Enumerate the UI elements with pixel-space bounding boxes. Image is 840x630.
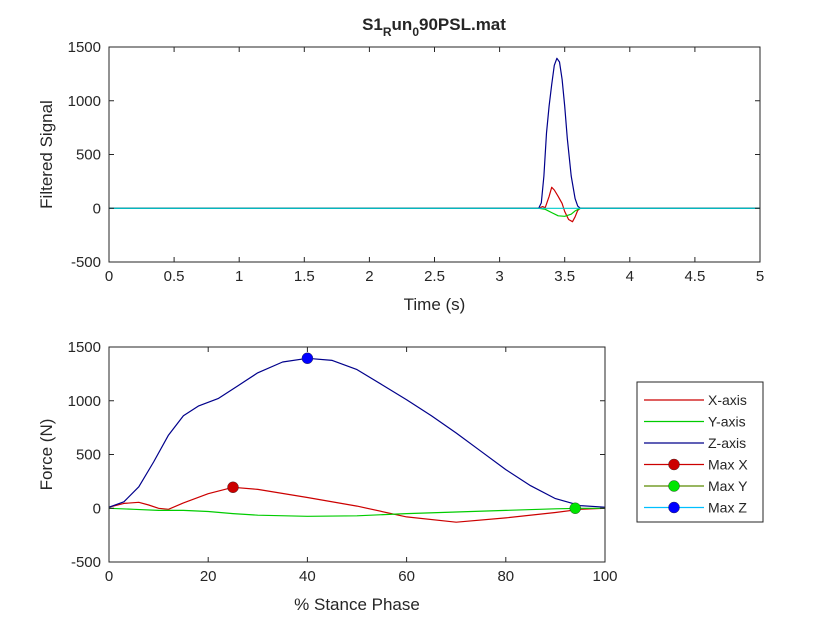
- x-tick-label: 20: [200, 568, 217, 585]
- x-tick-label: 0: [105, 568, 113, 585]
- title-part-end: 90PSL.mat: [419, 15, 506, 34]
- x-ticks: 0 0.5 1 1.5 2 2.5 3 3.5 4 4.5 5: [105, 47, 764, 285]
- x-tick-label: 1: [235, 268, 243, 285]
- x-axis-label: Time (s): [404, 295, 466, 314]
- x-tick-label: 0: [105, 268, 113, 285]
- y-tick-label: 1500: [68, 39, 101, 56]
- x-tick-label: 0.5: [164, 268, 185, 285]
- x-tick-label: 40: [299, 568, 316, 585]
- title-part-mid: un: [392, 15, 413, 34]
- title-part-main: S1: [362, 15, 383, 34]
- y-tick-label: 1000: [68, 393, 101, 410]
- x-tick-label: 3: [495, 268, 503, 285]
- legend-marker-max-y: [668, 480, 680, 492]
- y-tick-label: 500: [76, 147, 101, 164]
- y-ticks: -500 0 500 1000 1500: [68, 39, 760, 271]
- series-group: [108, 352, 606, 523]
- legend-marker-max-x: [668, 458, 680, 471]
- y-axis-label: Filtered Signal: [37, 100, 56, 209]
- x-tick-label: 3.5: [554, 268, 575, 285]
- y-tick-label: 500: [76, 447, 101, 464]
- legend-label-max-x: Max X: [708, 457, 748, 473]
- x-tick-label: 100: [592, 568, 617, 585]
- y-tick-label: -500: [71, 254, 101, 271]
- series-line-y-axis: [108, 507, 605, 517]
- series-line-2: [109, 57, 760, 209]
- marker-max-z: [301, 352, 314, 364]
- series-line-0: [109, 186, 760, 223]
- x-tick-label: 2: [365, 268, 373, 285]
- legend-label-max-z: Max Z: [708, 500, 747, 516]
- x-tick-label: 80: [497, 568, 514, 585]
- legend-marker-max-z: [668, 501, 680, 514]
- y-tick-label: 0: [93, 500, 101, 517]
- x-tick-label: 4: [626, 268, 634, 285]
- marker-max-x: [227, 481, 239, 493]
- y-tick-label: -500: [71, 554, 101, 571]
- y-axis-label: Force (N): [37, 419, 56, 491]
- series-line-z-axis: [108, 357, 606, 508]
- plot-area: [109, 47, 760, 262]
- chart-title: S1Run090PSL.mat: [362, 15, 506, 39]
- x-axis-label: % Stance Phase: [294, 595, 420, 614]
- y-tick-label: 1500: [68, 339, 101, 356]
- x-tick-label: 60: [398, 568, 415, 585]
- legend-box: [636, 381, 764, 523]
- y-ticks: -500 0 500 1000 1500: [68, 339, 605, 571]
- marker-max-y: [569, 502, 581, 514]
- legend: X-axis Y-axis Z-axis Max X Max Y Max Z: [636, 381, 764, 523]
- y-tick-label: 1000: [68, 93, 101, 110]
- series-line-x-axis: [108, 486, 606, 523]
- x-tick-label: 1.5: [294, 268, 315, 285]
- plot-area: [109, 347, 605, 562]
- legend-label-max-y: Max Y: [708, 478, 748, 494]
- title-subscript-1: R: [383, 25, 392, 39]
- series-group: [109, 57, 760, 223]
- x-tick-label: 5: [756, 268, 764, 285]
- x-tick-label: 2.5: [424, 268, 445, 285]
- legend-label-z-axis: Z-axis: [708, 435, 746, 451]
- x-ticks: 0 20 40 60 80 100: [105, 347, 618, 585]
- title-subscript-2: 0: [412, 25, 419, 39]
- y-tick-label: 0: [93, 200, 101, 217]
- x-tick-label: 4.5: [684, 268, 705, 285]
- legend-label-x-axis: X-axis: [708, 392, 747, 408]
- legend-label-y-axis: Y-axis: [708, 414, 746, 430]
